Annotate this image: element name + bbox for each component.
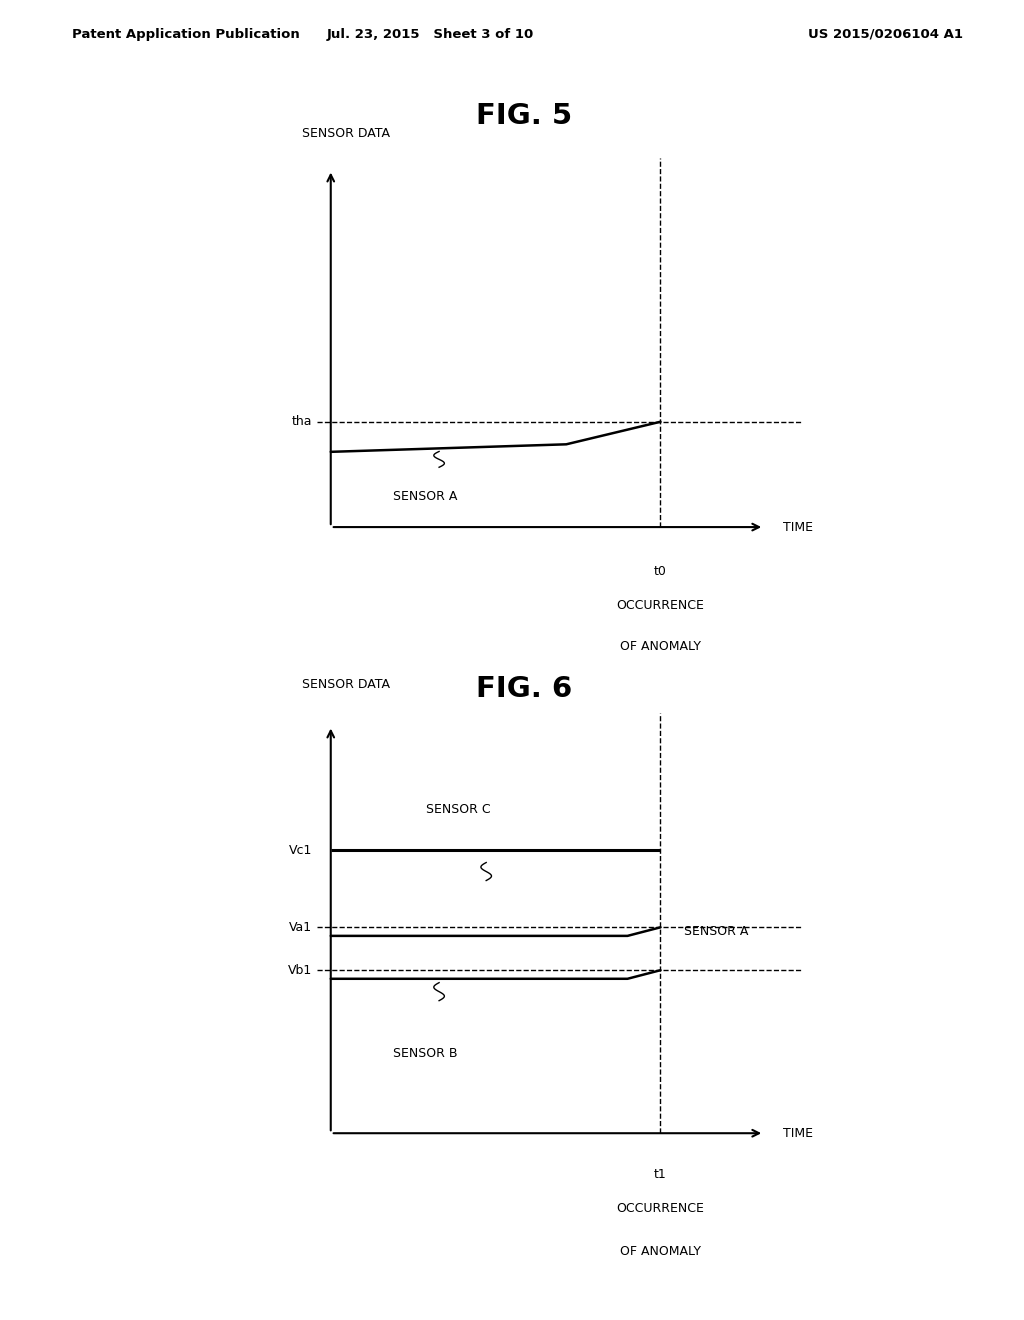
Text: OF ANOMALY: OF ANOMALY — [620, 640, 701, 653]
Text: OF ANOMALY: OF ANOMALY — [620, 1245, 701, 1258]
Text: OCCURRENCE: OCCURRENCE — [616, 598, 705, 611]
Text: TIME: TIME — [783, 520, 813, 533]
Text: FIG. 6: FIG. 6 — [476, 675, 572, 704]
Text: Vc1: Vc1 — [289, 843, 312, 857]
Text: SENSOR A: SENSOR A — [393, 491, 457, 503]
Text: SENSOR A: SENSOR A — [684, 925, 749, 939]
Text: t1: t1 — [654, 1167, 667, 1180]
Text: Va1: Va1 — [289, 921, 312, 933]
Text: SENSOR C: SENSOR C — [426, 803, 490, 816]
Text: US 2015/0206104 A1: US 2015/0206104 A1 — [808, 28, 963, 41]
Text: OCCURRENCE: OCCURRENCE — [616, 1201, 705, 1214]
Text: TIME: TIME — [783, 1127, 813, 1139]
Text: SENSOR B: SENSOR B — [393, 1048, 457, 1060]
Text: SENSOR DATA: SENSOR DATA — [302, 127, 390, 140]
Text: SENSOR DATA: SENSOR DATA — [302, 678, 390, 692]
Text: Vb1: Vb1 — [288, 964, 312, 977]
Text: t0: t0 — [654, 565, 667, 578]
Text: Jul. 23, 2015   Sheet 3 of 10: Jul. 23, 2015 Sheet 3 of 10 — [327, 28, 534, 41]
Text: Patent Application Publication: Patent Application Publication — [72, 28, 299, 41]
Text: FIG. 5: FIG. 5 — [476, 102, 572, 131]
Text: tha: tha — [292, 416, 312, 428]
